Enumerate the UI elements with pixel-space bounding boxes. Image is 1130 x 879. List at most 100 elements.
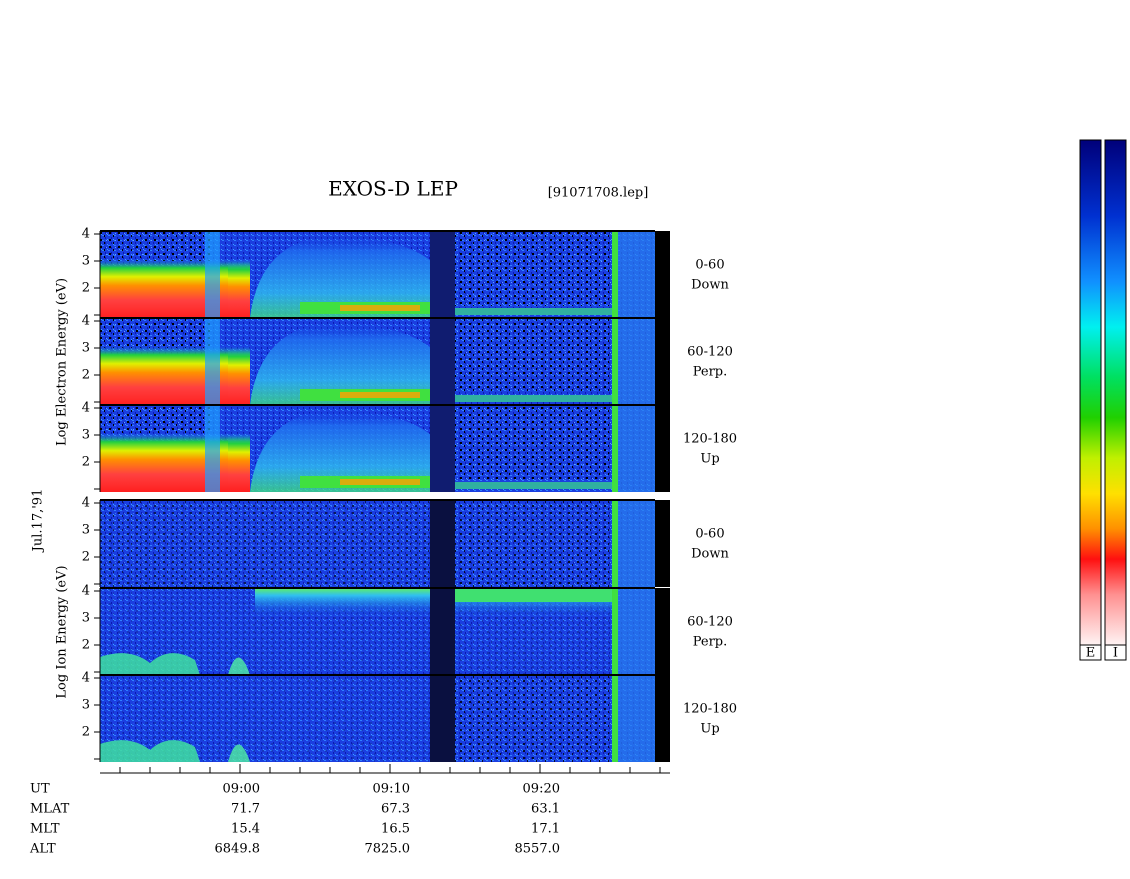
y-tick-label: 4	[82, 314, 90, 329]
y-tick-label: 3	[82, 428, 90, 443]
ephemeris-label: MLT	[30, 822, 60, 837]
spectrogram-texture	[455, 500, 612, 587]
spectrogram-hot	[100, 433, 250, 492]
spectrogram-tail	[618, 318, 655, 405]
y-tick-label: 4	[82, 401, 90, 416]
spectrogram-line	[612, 318, 618, 405]
data-gap	[655, 231, 670, 318]
spectrogram-hot	[228, 261, 250, 318]
data-gap	[430, 405, 455, 492]
y-tick-label: 3	[82, 341, 90, 356]
spectrogram-blob	[228, 657, 250, 675]
spectrogram-blob	[228, 744, 250, 762]
spectrogram-arch	[250, 235, 440, 318]
spectrogram-tail	[618, 231, 655, 318]
y-tick-label: 2	[82, 638, 90, 653]
y-tick-label: 4	[82, 671, 90, 686]
y-tick-label: 4	[82, 227, 90, 242]
ephemeris-value: 15.4	[231, 822, 260, 837]
y-tick-label: 2	[82, 725, 90, 740]
ephemeris-label: ALT	[29, 842, 56, 857]
spectrogram-texture	[100, 405, 210, 435]
ephemeris-value: 09:20	[523, 782, 560, 797]
pitch-direction: Up	[700, 452, 719, 467]
spectrogram-hot	[100, 346, 250, 405]
date: Jul.17,'91	[31, 489, 46, 554]
ephemeris-value: 16.5	[381, 822, 410, 837]
pitch-range: 0-60	[695, 527, 724, 542]
colorbar-label: E	[1086, 646, 1096, 661]
spectrogram-tail	[618, 500, 655, 587]
data-gap	[430, 500, 455, 587]
spectrogram-band	[455, 588, 612, 602]
spectrogram-feature	[205, 318, 220, 405]
pitch-direction: Down	[691, 547, 729, 562]
data-gap	[655, 675, 670, 762]
spectrogram-line	[612, 405, 618, 492]
colorbar	[1104, 139, 1127, 646]
y-tick-label: 3	[82, 698, 90, 713]
colorbar-label-box	[1104, 644, 1127, 661]
colorbar-label: I	[1113, 646, 1118, 661]
spectrogram-band	[340, 392, 420, 398]
spectrogram-line	[612, 231, 618, 318]
spectrogram-texture	[455, 231, 612, 306]
pitch-direction: Down	[691, 278, 729, 293]
y-tick-label: 3	[82, 611, 90, 626]
spectrogram-line	[612, 588, 618, 675]
spectrogram-line	[612, 675, 618, 762]
spectrogram-arch	[250, 409, 440, 492]
spectrogram-feature	[205, 405, 220, 492]
spectrogram-band	[455, 482, 612, 489]
ephemeris-value: 09:00	[223, 782, 260, 797]
ephemeris-label: MLAT	[30, 802, 70, 817]
pitch-range: 120-180	[683, 432, 737, 447]
ephemeris-label: UT	[30, 782, 50, 797]
spectrogram-hot	[228, 435, 250, 492]
spectrogram-feature	[205, 231, 220, 318]
y-tick-label: 2	[82, 455, 90, 470]
spectrogram-blob	[100, 740, 200, 762]
colorbar-label-box	[1079, 644, 1102, 661]
pitch-range: 60-120	[687, 615, 733, 630]
ephemeris-value: 63.1	[531, 802, 560, 817]
colorbar	[1079, 139, 1102, 646]
pitch-direction: Up	[700, 722, 719, 737]
y-axis-label: Log Electron Energy (eV)	[55, 278, 70, 446]
y-tick-label: 2	[82, 550, 90, 565]
pitch-direction: Perp.	[693, 365, 728, 380]
data-gap	[430, 675, 455, 762]
spectrogram-arch	[250, 322, 440, 405]
spectrogram-texture	[455, 318, 612, 393]
ephemeris-value: 8557.0	[515, 842, 561, 857]
y-axis-label: Log Ion Energy (eV)	[55, 565, 70, 698]
data-gap	[430, 318, 455, 405]
spectrogram-line	[612, 500, 618, 587]
spectrogram-texture	[100, 500, 430, 587]
spectrogram-texture	[100, 675, 430, 762]
data-gap	[430, 231, 455, 318]
spectrogram-hot	[228, 348, 250, 405]
ephemeris-value: 67.3	[381, 802, 410, 817]
y-tick-label: 3	[82, 254, 90, 269]
y-tick-label: 3	[82, 523, 90, 538]
spectrogram-tail	[618, 405, 655, 492]
spectrogram-tail	[618, 675, 655, 762]
data-gap	[655, 500, 670, 587]
pitch-range: 60-120	[687, 345, 733, 360]
y-tick-label: 4	[82, 496, 90, 511]
y-tick-label: 2	[82, 281, 90, 296]
ephemeris-value: 71.7	[231, 802, 260, 817]
spectrogram-blob	[100, 653, 200, 675]
pitch-direction: Perp.	[693, 635, 728, 650]
ephemeris-value: 7825.0	[365, 842, 411, 857]
ephemeris-value: 6849.8	[215, 842, 261, 857]
pitch-range: 120-180	[683, 702, 737, 717]
title: EXOS-D LEP	[328, 177, 458, 201]
spectrogram-texture	[100, 231, 210, 261]
y-tick-label: 2	[82, 368, 90, 383]
spectrogram-texture	[455, 675, 612, 762]
